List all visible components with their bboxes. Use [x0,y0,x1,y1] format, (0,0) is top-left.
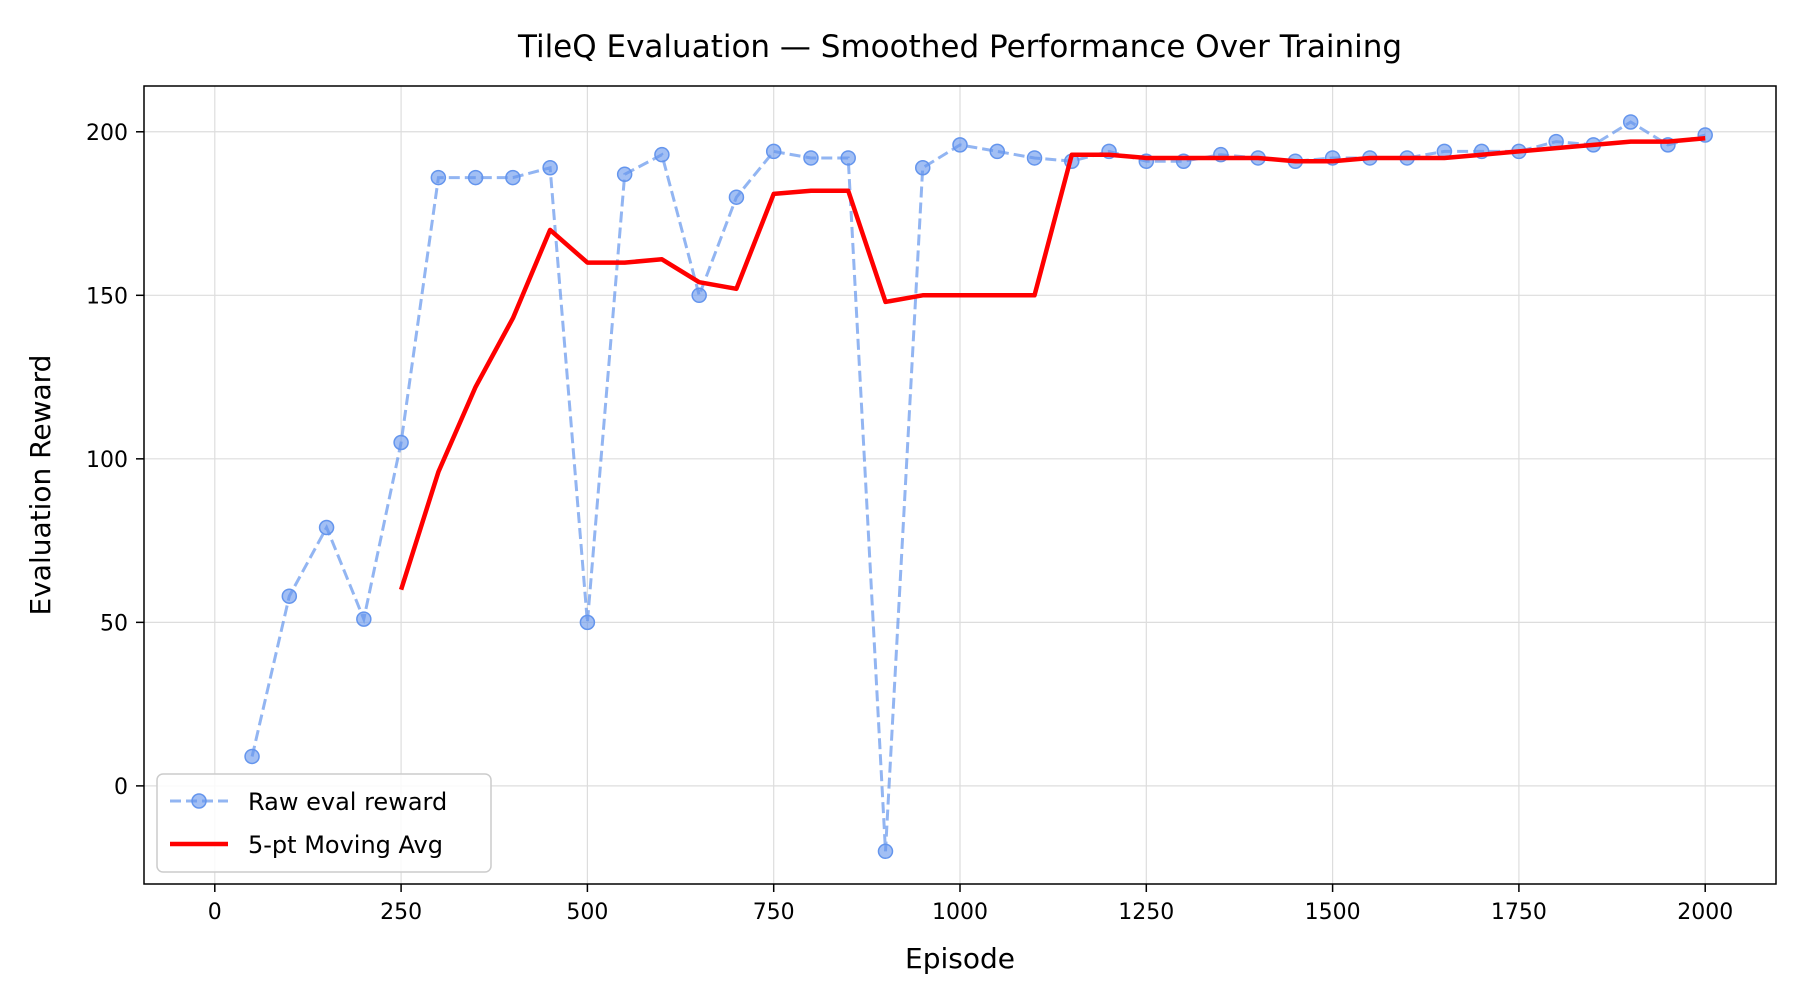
x-axis-label: Episode [905,942,1015,975]
legend-avg-label: 5-pt Moving Avg [248,831,443,859]
raw-eval-reward-point [467,169,484,186]
y-axis-label: Evaluation Reward [24,355,57,616]
x-tick-label: 250 [380,900,422,925]
raw-eval-reward-point [430,169,447,186]
raw-eval-reward-point [393,434,409,451]
legend-raw-label: Raw eval reward [248,788,447,816]
x-tick-label: 750 [753,900,795,925]
x-tick-label: 1000 [932,900,988,925]
x-tick-label: 1750 [1491,900,1547,925]
raw-eval-reward-point [505,169,521,186]
chart-title: TileQ Evaluation — Smoothed Performance … [517,29,1402,65]
raw-eval-reward-point [989,143,1006,160]
raw-eval-reward-point [728,189,745,205]
x-tick-label: 2000 [1677,900,1733,925]
x-tick-label: 1500 [1305,900,1361,925]
raw-eval-reward-point [244,748,260,765]
y-tick-label: 50 [100,611,128,636]
raw-eval-reward-point [654,146,670,163]
raw-eval-reward-point [1622,114,1639,130]
raw-eval-reward-point [952,137,968,153]
raw-eval-reward-point [765,143,782,160]
raw-eval-reward-point [691,287,707,304]
y-tick-label: 150 [86,284,128,309]
series-layer [244,114,1713,860]
raw-eval-reward-point [318,519,335,536]
raw-eval-reward-point [840,150,856,166]
raw-eval-reward-line [250,120,1706,852]
raw-eval-reward-point [877,843,894,860]
axis-ticks: 0 250 500 750 1000 1250 1500 1750 2000 0 50 100 150 2… [86,121,1733,925]
legend-raw-marker [191,793,207,809]
grid-lines [144,86,1776,884]
x-tick-label: 1250 [1118,900,1174,925]
y-tick-label: 0 [114,775,128,800]
raw-eval-reward-point [803,150,819,166]
raw-eval-reward-point [281,588,298,604]
raw-eval-reward-point [542,160,558,176]
moving-avg-line [398,136,1706,591]
legend-box [156,773,492,873]
raw-eval-reward-point [356,611,372,627]
legend: Raw eval reward 5-pt Moving Avg [156,773,492,873]
y-tick-label: 200 [86,121,128,146]
raw-eval-reward-point [1026,150,1043,166]
x-tick-label: 0 [208,900,222,925]
raw-eval-reward-point [579,614,596,631]
raw-eval-reward-point [914,160,931,176]
raw-eval-reward-point [616,166,633,183]
x-tick-label: 500 [566,900,608,925]
y-tick-label: 100 [86,448,128,473]
